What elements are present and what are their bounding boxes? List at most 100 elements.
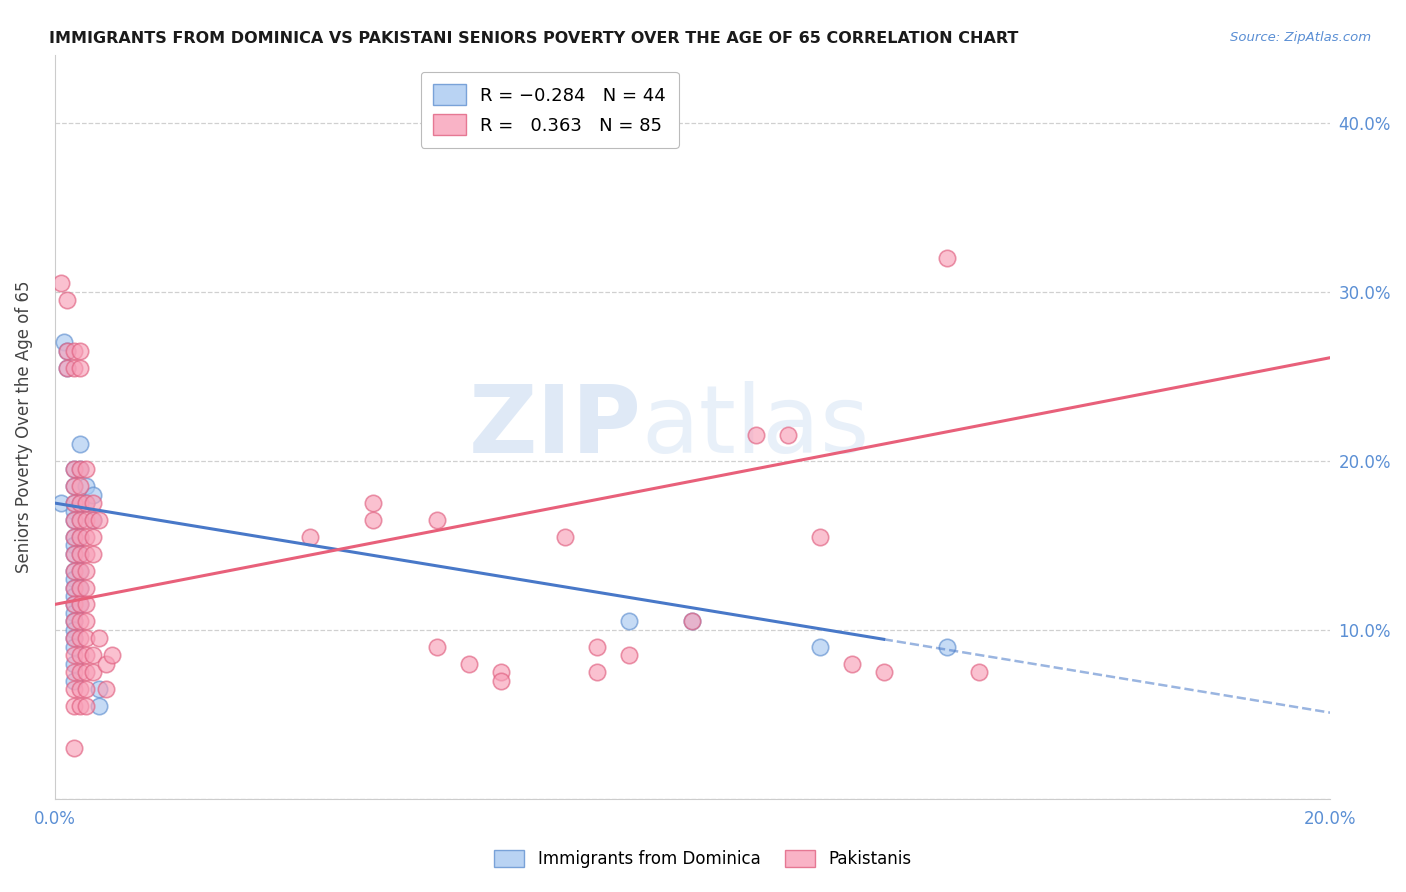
Point (75, 547, 97, 561)
Point (745, 428, 768, 442)
Point (69, 437, 91, 451)
Point (94, 657, 117, 671)
Point (585, 640, 607, 654)
Point (69, 343, 91, 358)
Point (62, 538, 84, 552)
Point (62, 589, 84, 603)
Point (89, 513, 111, 527)
Point (69, 360, 91, 375)
Point (75, 513, 97, 527)
Point (62, 564, 84, 578)
Point (62, 632, 84, 646)
Point (489, 673, 512, 688)
Point (82, 547, 104, 561)
Point (53, 335, 76, 350)
Point (62, 479, 84, 493)
Point (82, 487, 104, 501)
Point (62, 657, 84, 671)
Point (62, 581, 84, 595)
Point (69, 547, 91, 561)
Point (69, 615, 91, 629)
Text: Source: ZipAtlas.com: Source: ZipAtlas.com (1230, 31, 1371, 45)
Point (62, 360, 84, 375)
Point (69, 648, 91, 662)
Point (101, 648, 124, 662)
Point (75, 632, 97, 646)
Point (69, 530, 91, 544)
Point (56, 293, 79, 308)
Text: atlas: atlas (641, 381, 869, 473)
Point (681, 615, 703, 629)
Point (75, 564, 97, 578)
Point (82, 648, 104, 662)
Point (62, 462, 84, 476)
Point (62, 615, 84, 629)
Point (69, 698, 91, 713)
Point (69, 598, 91, 612)
Point (62, 479, 84, 493)
Point (808, 530, 831, 544)
Point (56, 343, 79, 358)
Point (841, 657, 863, 671)
Text: ZIP: ZIP (468, 381, 641, 473)
Point (69, 665, 91, 679)
Legend: R = −0.284   N = 44, R =   0.363   N = 85: R = −0.284 N = 44, R = 0.363 N = 85 (420, 71, 679, 147)
Point (89, 698, 111, 713)
Point (49, 277, 72, 291)
Point (75, 681, 97, 696)
Point (69, 581, 91, 595)
Point (56, 360, 79, 375)
Point (56, 343, 79, 358)
Point (426, 513, 449, 527)
Point (69, 462, 91, 476)
Point (69, 513, 91, 527)
Point (69, 598, 91, 612)
Point (69, 513, 91, 527)
Point (69, 530, 91, 544)
Point (62, 606, 84, 620)
Point (75, 496, 97, 510)
Point (69, 496, 91, 510)
Point (62, 496, 84, 510)
Point (62, 547, 84, 561)
Point (62, 632, 84, 646)
Point (554, 530, 576, 544)
Point (49, 496, 72, 510)
Point (69, 564, 91, 578)
Point (75, 598, 97, 612)
Point (82, 513, 104, 527)
Point (426, 640, 449, 654)
Point (62, 547, 84, 561)
Point (62, 496, 84, 510)
Point (873, 665, 896, 679)
Point (617, 648, 640, 662)
Point (62, 648, 84, 662)
Point (62, 572, 84, 586)
Point (62, 741, 84, 756)
Point (69, 462, 91, 476)
Point (62, 343, 84, 358)
Point (75, 479, 97, 493)
Point (75, 530, 97, 544)
Point (681, 615, 703, 629)
Point (89, 632, 111, 646)
Legend: Immigrants from Dominica, Pakistanis: Immigrants from Dominica, Pakistanis (488, 843, 918, 875)
Point (808, 640, 831, 654)
Point (936, 251, 959, 265)
Point (62, 598, 84, 612)
Point (936, 640, 959, 654)
Point (62, 513, 84, 527)
Point (62, 640, 84, 654)
Point (62, 673, 84, 688)
Point (89, 681, 111, 696)
Point (62, 462, 84, 476)
Point (62, 615, 84, 629)
Point (69, 564, 91, 578)
Point (585, 665, 607, 679)
Point (75, 496, 97, 510)
Point (62, 665, 84, 679)
Text: IMMIGRANTS FROM DOMINICA VS PAKISTANI SENIORS POVERTY OVER THE AGE OF 65 CORRELA: IMMIGRANTS FROM DOMINICA VS PAKISTANI SE… (49, 31, 1018, 46)
Point (69, 547, 91, 561)
Point (82, 530, 104, 544)
Point (94, 681, 117, 696)
